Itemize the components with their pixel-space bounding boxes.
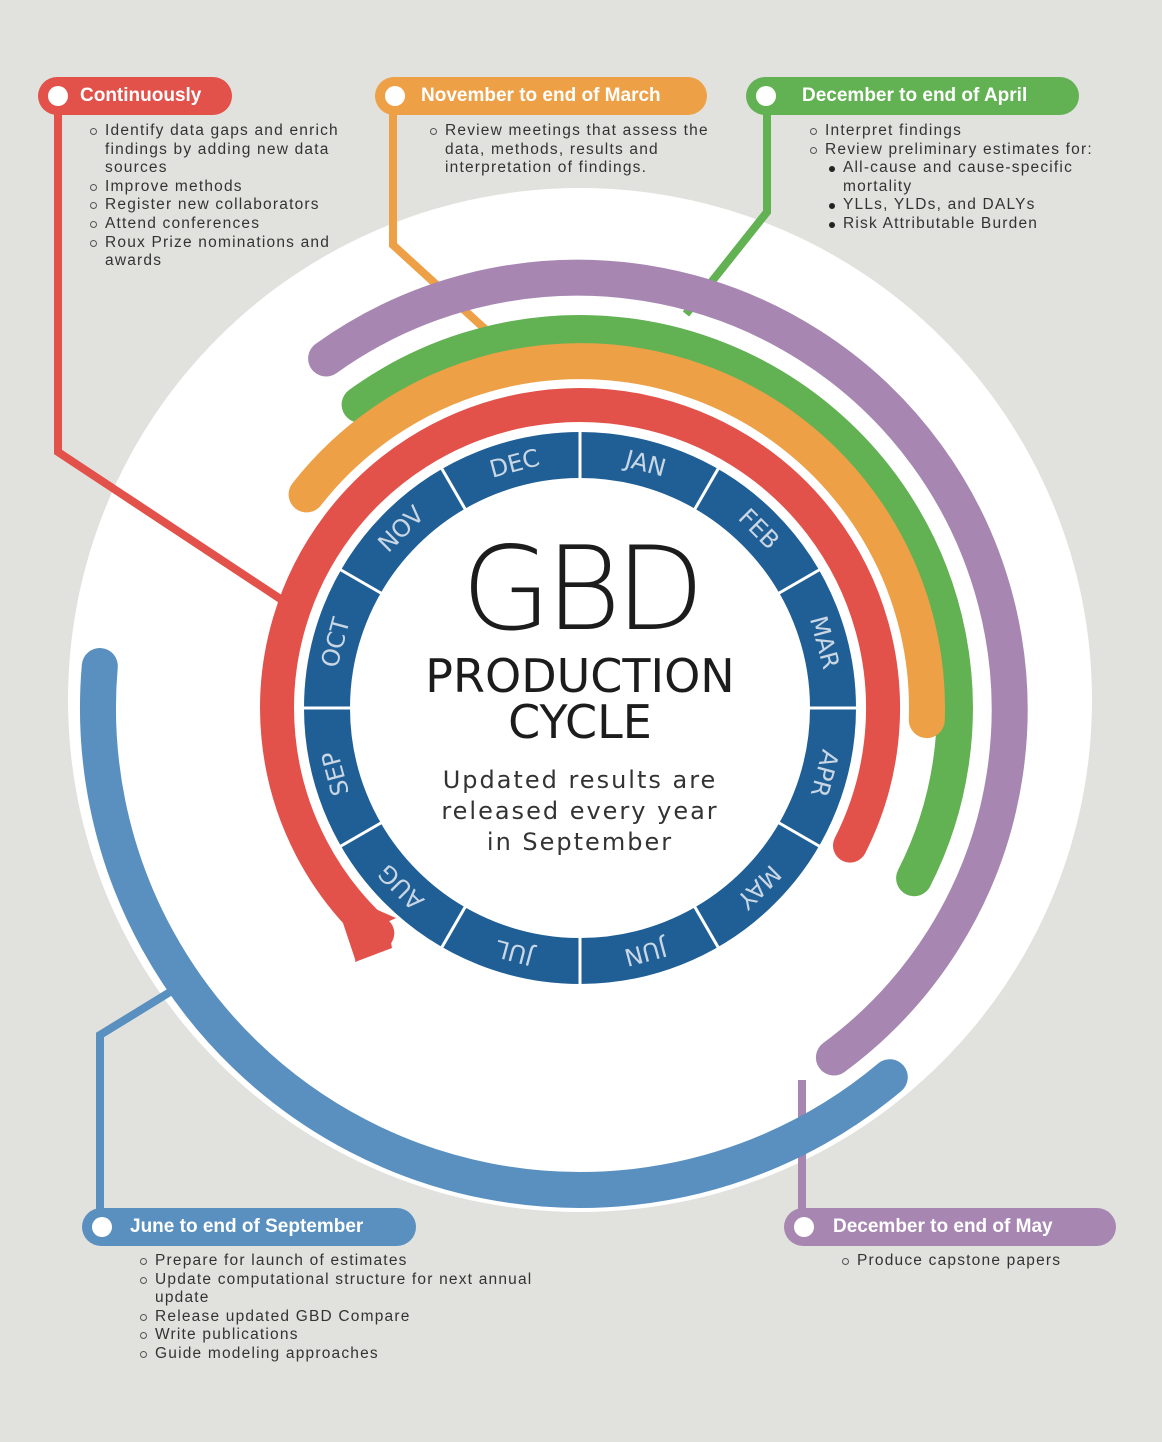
list-item: Guide modeling approaches [140,1345,535,1364]
month-divider [692,904,721,950]
center-title: GBD [461,522,704,657]
phase-continuously-label: Continuously [80,85,202,106]
continuously-arc [260,388,901,951]
phase-dec-may-items: Produce capstone papers [842,1252,1122,1271]
month-divider [692,466,721,512]
phase-jun-sep-items: Prepare for launch of estimates Update c… [140,1252,535,1364]
list-item: Update computational structure for next … [140,1271,535,1308]
center-subtitle-line1: PRODUCTION [425,649,735,703]
month-divider [776,567,822,596]
dec-may-arc [308,259,1028,1076]
pill-dot-icon [48,86,68,106]
phase-nov-mar-items: Review meetings that assess the data, me… [430,122,735,178]
list-item-label: Review preliminary estimates for: [825,140,1093,158]
list-item: Identify data gaps and enrich findings b… [90,122,360,178]
phase-dec-may-label: December to end of May [833,1216,1053,1237]
sub-list: All-cause and cause-specific mortality Y… [825,159,1140,233]
list-item: Write publications [140,1326,535,1345]
phase-jun-sep-pill: June to end of September [82,1208,416,1246]
pill-dot-icon [385,86,405,106]
continuously-connector [54,96,285,604]
month-divider [776,820,822,849]
cycle-arrowhead-tip [332,890,396,962]
list-item: Review meetings that assess the data, me… [430,122,735,178]
phase-dec-apr-label: December to end of April [802,85,1028,106]
phase-arcs [80,259,1028,1208]
nov-mar-connector [389,96,511,353]
dec-apr-arc [341,315,973,897]
center-subtitle-line2: CYCLE [508,695,652,749]
month-divider [338,567,384,596]
phase-continuously-items: Identify data gaps and enrich findings b… [90,122,360,271]
sub-list-item: All-cause and cause-specific mortality [825,159,1113,196]
month-divider [439,904,468,950]
list-item: Roux Prize nominations and awards [90,234,360,271]
phase-continuously-pill: Continuously [38,77,232,115]
phase-jun-sep-label: June to end of September [130,1216,364,1237]
list-item: Prepare for launch of estimates [140,1252,535,1271]
center-note-line3: in September [486,828,674,856]
center-note-line2: released every year [441,797,719,825]
phase-nov-mar-label: November to end of March [421,85,661,106]
phase-dec-may-pill: December to end of May [784,1208,1116,1246]
pill-dot-icon [756,86,776,106]
sub-list-item: YLLs, YLDs, and DALYs [825,196,1140,215]
month-divider [338,820,384,849]
cycle-arrow [332,890,396,962]
list-item: Attend conferences [90,215,360,234]
list-item: Improve methods [90,178,360,197]
list-item: Release updated GBD Compare [140,1308,535,1327]
phase-nov-mar-pill: November to end of March [375,77,707,115]
list-item: Interpret findings [810,122,1140,141]
center-note-line1: Updated results are [442,766,718,794]
nov-mar-arc [288,343,945,739]
list-item: Produce capstone papers [842,1252,1122,1271]
phase-dec-apr-items: Interpret findings Review preliminary es… [810,122,1140,234]
list-item: Register new collaborators [90,196,360,215]
dec-apr-connector [682,96,771,317]
pill-dot-icon [794,1217,814,1237]
jun-sep-connector [96,988,173,1226]
phase-dec-apr-pill: December to end of April [746,77,1079,115]
pill-dot-icon [92,1217,112,1237]
list-item: Review preliminary estimates for: All-ca… [810,141,1140,234]
month-divider [439,466,468,512]
sub-list-item: Risk Attributable Burden [825,215,1140,234]
jun-sep-arc [80,648,908,1208]
